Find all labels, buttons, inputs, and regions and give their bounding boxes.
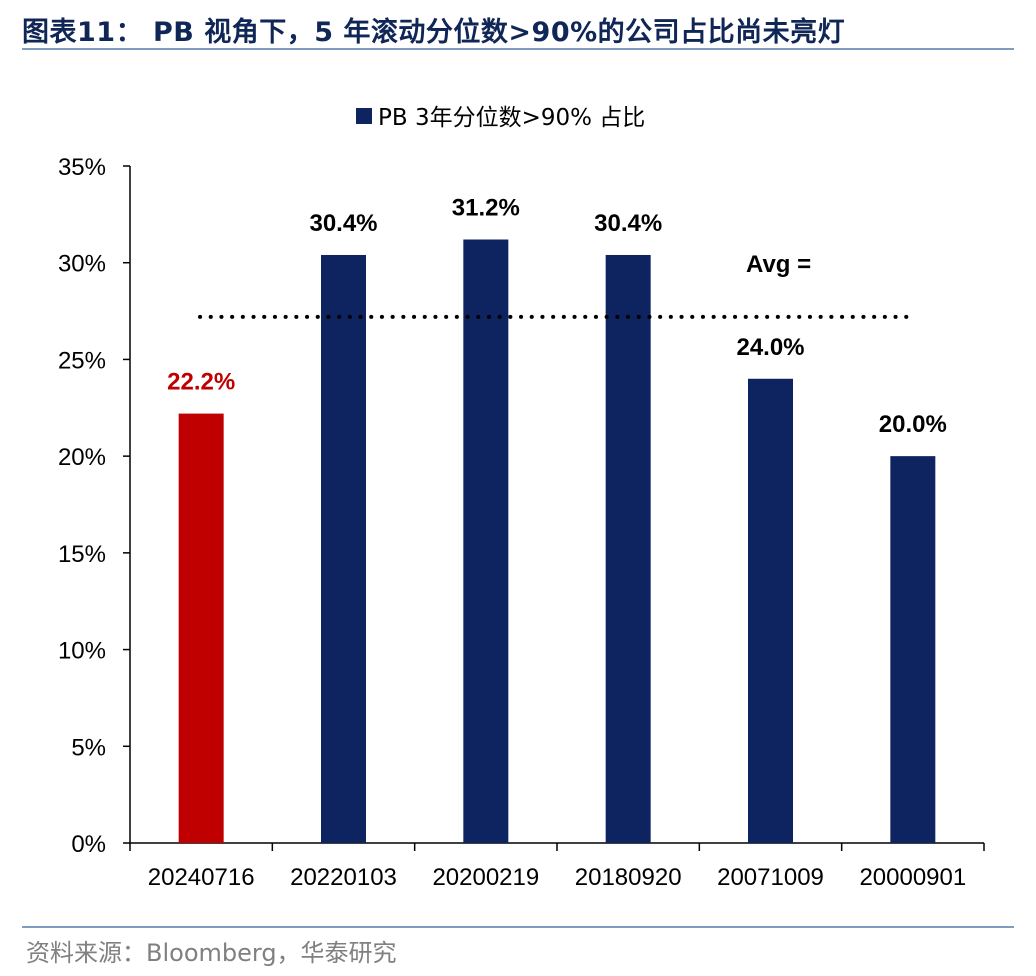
y-tick-label: 15% (58, 541, 106, 568)
x-tick-label: 20200219 (432, 864, 539, 891)
bottom-divider (22, 926, 1014, 928)
x-tick-label: 20180920 (575, 864, 682, 891)
x-tick-label: 20240716 (148, 864, 255, 891)
x-tick-label: 20000901 (859, 864, 966, 891)
data-label: 22.2% (167, 369, 235, 396)
x-axis: 20240716 20220103 20200219 20180920 20071009… (129, 842, 985, 891)
avg-label: Avg = (746, 251, 811, 278)
top-divider (22, 48, 1014, 50)
average-line: Avg = (198, 251, 918, 319)
data-labels: 22.2% 30.4% 31.2% 30.4% 24.0% 20.0% (167, 195, 947, 439)
y-tick-label: 30% (58, 251, 106, 278)
bar (463, 239, 509, 843)
y-tick-label: 0% (71, 831, 106, 858)
y-tick-label: 25% (58, 347, 106, 374)
bars (178, 239, 936, 843)
x-tick-label: 20220103 (290, 864, 397, 891)
y-tick-label: 5% (71, 734, 106, 761)
bar (605, 254, 651, 843)
bar (890, 456, 936, 843)
source-note: 资料来源：Bloomberg，华泰研究 (26, 939, 397, 967)
x-tick-label: 20071009 (717, 864, 824, 891)
y-tick-label: 20% (58, 444, 106, 471)
bar (321, 254, 366, 843)
bar (178, 413, 224, 843)
chart-title: 图表11： PB 视角下，5 年滚动分位数>90%的公司占比尚未亮灯 (22, 17, 846, 48)
data-label: 30.4% (309, 210, 377, 237)
legend-swatch (356, 108, 372, 124)
data-label: 20.0% (879, 411, 947, 438)
legend: PB 3年分位数>90% 占比 (356, 105, 645, 131)
legend-label: PB 3年分位数>90% 占比 (378, 105, 645, 131)
bar (748, 378, 793, 843)
data-label: 24.0% (736, 334, 804, 361)
y-tick-label: 10% (58, 638, 106, 665)
data-label: 31.2% (452, 195, 520, 222)
data-label: 30.4% (594, 210, 662, 237)
y-axis: 0% 5% 10% 15% 20% 25% 30% 35% (58, 154, 131, 858)
y-tick-label: 35% (58, 154, 106, 181)
